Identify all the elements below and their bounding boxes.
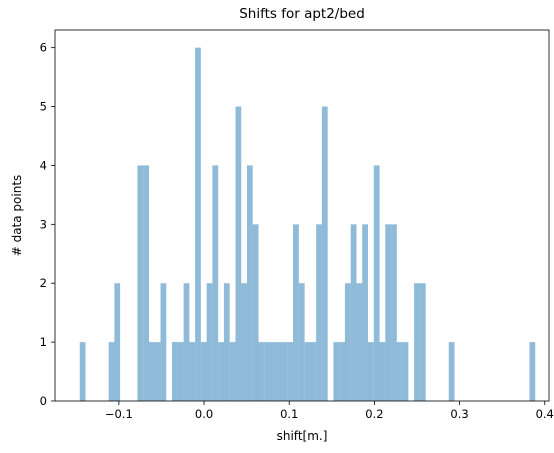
histogram-bar-35 <box>321 106 328 402</box>
histogram-bar-11 <box>183 283 190 401</box>
histogram-bar-48 <box>402 342 409 401</box>
histogram-bar-46 <box>391 224 397 401</box>
histogram-bar-34 <box>316 224 322 401</box>
x-tick-label: 0.1 <box>280 407 298 421</box>
histogram-bar-31 <box>298 283 305 401</box>
y-tick-label: 6 <box>40 41 47 55</box>
histogram-bar-17 <box>218 342 224 401</box>
x-axis-ticks: −0.1 0.0 0.1 0.2 0.3 0.4 <box>105 401 554 421</box>
histogram-bar-3 <box>137 165 144 401</box>
histogram-bar-33 <box>310 342 317 401</box>
y-axis-ticks: 0 1 2 3 4 5 6 <box>40 41 55 408</box>
y-tick-label: 2 <box>40 276 47 290</box>
histogram-bar-24 <box>258 342 265 401</box>
histogram-bar-39 <box>350 224 357 401</box>
histogram-bar-10 <box>177 342 184 401</box>
histogram-bar-30 <box>293 224 299 401</box>
histogram-bar-12 <box>189 342 196 401</box>
histogram-bar-42 <box>368 342 374 401</box>
histogram-bar-0 <box>79 342 86 401</box>
histogram-bar-25 <box>264 342 271 401</box>
histogram-bar-51 <box>448 342 455 401</box>
histogram-bar-37 <box>339 342 345 401</box>
x-axis-label: shift[m.] <box>277 429 328 443</box>
histogram-bar-29 <box>287 342 294 401</box>
histogram-bar-7 <box>160 283 167 401</box>
histogram-bar-41 <box>362 224 368 401</box>
histogram-bar-19 <box>229 342 236 401</box>
y-tick-label: 0 <box>40 394 47 408</box>
y-axis-label: # data points <box>10 175 24 257</box>
y-tick-label: 1 <box>40 335 47 349</box>
histogram-bar-47 <box>396 342 403 401</box>
histogram-bar-14 <box>200 342 207 401</box>
histogram-bars <box>79 47 536 402</box>
histogram-bar-40 <box>356 283 363 401</box>
histogram-bar-20 <box>235 106 242 402</box>
histogram-bar-18 <box>223 283 230 401</box>
histogram-bar-44 <box>379 342 386 401</box>
histogram-bar-15 <box>206 283 213 401</box>
histogram-bar-4 <box>143 165 150 401</box>
histogram-bar-43 <box>373 165 380 401</box>
histogram-bar-49 <box>414 283 420 401</box>
x-tick-label: 0.3 <box>450 407 468 421</box>
histogram-bar-9 <box>172 342 178 401</box>
plot-frame <box>54 29 550 402</box>
histogram-bar-21 <box>241 283 247 401</box>
histogram-bar-23 <box>252 224 259 401</box>
histogram-bar-2 <box>114 283 121 401</box>
histogram-bar-22 <box>246 165 253 401</box>
histogram-bar-1 <box>108 342 115 401</box>
x-tick-label: 0.2 <box>365 407 383 421</box>
histogram-bar-26 <box>270 342 276 401</box>
histogram-bar-36 <box>333 342 340 401</box>
y-tick-label: 3 <box>40 217 47 231</box>
y-tick-label: 5 <box>40 100 47 114</box>
x-tick-label: 0.4 <box>536 407 554 421</box>
histogram-bar-50 <box>419 283 426 401</box>
chart-title: Shifts for apt2/bed <box>239 6 365 22</box>
histogram-bar-13 <box>195 47 201 402</box>
histogram-bar-27 <box>275 342 282 401</box>
histogram-bar-28 <box>281 342 288 401</box>
histogram-bar-5 <box>149 342 155 401</box>
y-tick-label: 4 <box>40 158 47 172</box>
histogram-bar-38 <box>344 283 351 401</box>
histogram-bar-52 <box>529 342 536 401</box>
histogram-bar-45 <box>385 224 392 401</box>
histogram-bar-16 <box>212 165 219 401</box>
histogram-bar-6 <box>154 342 161 401</box>
histogram-bar-32 <box>304 342 311 401</box>
x-tick-label: 0.0 <box>195 407 213 421</box>
x-tick-label: −0.1 <box>105 407 133 421</box>
